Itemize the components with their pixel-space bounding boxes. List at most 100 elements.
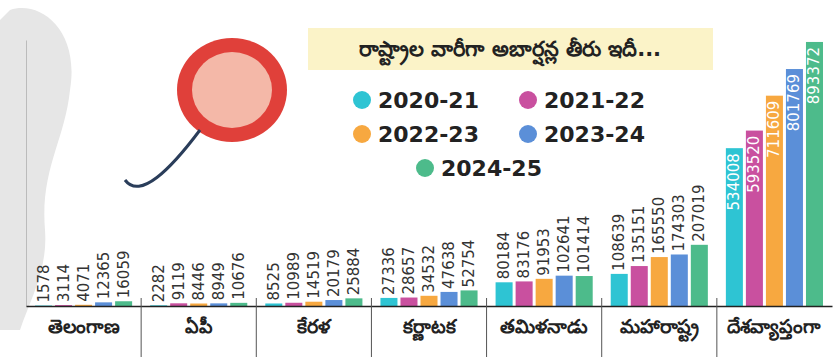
data-label: 165550 [650, 197, 668, 254]
data-label: 27336 [380, 247, 398, 295]
x-tick: ఏపీ [185, 306, 213, 337]
x-tick-label: మహారాష్ట్ర [620, 315, 699, 342]
bar [496, 282, 513, 306]
bar [325, 300, 342, 306]
data-label: 534008 [725, 153, 743, 210]
chart: రాష్ట్రాల వారీగా అబార్షన్ల తీరు ఇదీ... 15… [0, 0, 835, 363]
divider [371, 298, 372, 357]
data-label: 83176 [515, 231, 533, 279]
data-label: 28657 [400, 247, 418, 295]
x-tick-label: దేశవ్యాప్తంగా [727, 315, 821, 341]
legend-item: 2024-25 [416, 156, 542, 181]
data-label: 3114 [55, 264, 73, 302]
data-label: 593520 [745, 136, 763, 193]
legend: 2020-212021-222022-232023-242024-25 [353, 88, 645, 181]
data-label: 52754 [460, 240, 478, 288]
y-axis [26, 41, 27, 307]
data-label: 10676 [230, 252, 248, 300]
data-label: 91953 [535, 228, 553, 276]
data-label: 711609 [765, 101, 783, 158]
decoration [0, 8, 287, 330]
data-label: 8525 [265, 262, 283, 300]
x-tick: దేశవ్యాప్తంగా [727, 306, 821, 341]
legend-label: 2021-22 [544, 88, 645, 113]
x-tick-label: ఏపీ [185, 315, 213, 337]
divider [601, 298, 602, 357]
bar [190, 304, 207, 306]
legend-swatch [416, 159, 434, 177]
legend-item: 2022-23 [353, 122, 479, 147]
bar [786, 69, 803, 306]
bar [305, 302, 322, 306]
data-label: 10989 [285, 252, 303, 300]
bar [345, 298, 362, 306]
legend-swatch [353, 125, 371, 143]
bar [170, 303, 187, 306]
bar [631, 266, 648, 306]
data-label: 20179 [325, 249, 343, 297]
bar [461, 290, 478, 306]
data-label: 101414 [575, 216, 593, 273]
bar [611, 274, 628, 306]
legend-label: 2024-25 [441, 156, 542, 181]
data-label: 47638 [440, 241, 458, 289]
data-label: 34532 [420, 245, 438, 293]
divider [716, 298, 717, 357]
bar [726, 148, 743, 306]
bar [285, 303, 302, 306]
x-axis-line [27, 306, 833, 308]
bar [556, 276, 573, 306]
legend-swatch [519, 91, 537, 109]
stethoscope [125, 130, 200, 186]
legend-label: 2020-21 [378, 88, 479, 113]
bar [576, 276, 593, 306]
legend-item: 2021-22 [519, 88, 645, 113]
bar [671, 254, 688, 306]
data-label: 893372 [805, 47, 823, 104]
dividers [141, 298, 717, 357]
x-tick-label: కర్ణాటక [402, 315, 458, 341]
bar [400, 298, 417, 306]
x-tick-label: తెలంగాణ [48, 315, 120, 337]
x-tick: కర్ణాటక [402, 306, 458, 341]
data-label: 25884 [345, 248, 363, 296]
x-axis: తెలంగాణ ఏపీ కేరళ కర్ణాటక తమిళనాడు మహారాష్ట్ర ద… [27, 306, 833, 342]
x-tick: తమిళనాడు [500, 306, 588, 337]
data-label: 4071 [75, 264, 93, 302]
divider [256, 298, 257, 357]
data-label: 102641 [555, 215, 573, 272]
x-tick: తెలంగాణ [48, 306, 120, 337]
data-label: 80184 [495, 232, 513, 280]
data-label: 16059 [115, 251, 133, 299]
data-label: 8949 [210, 262, 228, 300]
bar [380, 298, 397, 306]
bar [766, 96, 783, 306]
legend-swatch [519, 125, 537, 143]
x-tick: కేరళ [296, 306, 332, 337]
bar [746, 131, 763, 306]
title: రాష్ట్రాల వారీగా అబార్షన్ల తీరు ఇదీ... [359, 37, 661, 67]
data-label: 801769 [785, 74, 803, 131]
data-label: 1578 [35, 264, 53, 302]
bar [806, 42, 823, 306]
data-label: 2282 [150, 264, 168, 302]
bar [420, 296, 437, 306]
bar [441, 292, 458, 306]
bar [230, 303, 247, 306]
bar [265, 303, 282, 306]
legend-item: 2020-21 [353, 88, 479, 113]
data-label: 12365 [95, 252, 113, 300]
data-label: 174303 [670, 194, 688, 251]
bars [35, 42, 823, 306]
data-label: 8446 [190, 262, 208, 300]
silhouette [0, 8, 72, 330]
bar [210, 303, 227, 306]
data-label: 207019 [690, 185, 708, 242]
bar [691, 245, 708, 306]
legend-swatch [353, 91, 371, 109]
bar [651, 257, 668, 306]
womb [177, 38, 287, 142]
data-label: 14519 [305, 251, 323, 299]
bar [115, 301, 132, 306]
x-tick-label: తమిళనాడు [500, 315, 588, 337]
